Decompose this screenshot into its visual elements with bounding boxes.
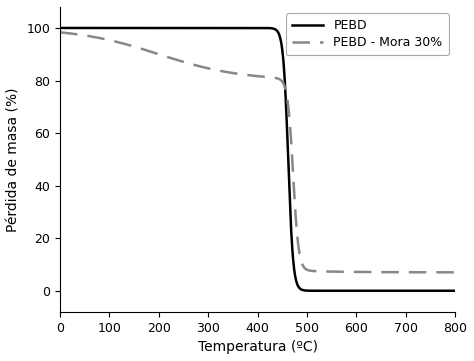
Line: PEBD: PEBD [60,28,455,291]
PEBD [126,26,131,30]
PEBD - Mora 30% [445,270,450,274]
PEBD - Mora 30% [209,67,214,71]
PEBD [102,26,108,30]
PEBD - Mora 30% [102,37,108,42]
PEBD [402,288,408,293]
PEBD - Mora 30% [126,43,131,47]
Legend: PEBD, PEBD - Mora 30%: PEBD, PEBD - Mora 30% [286,13,449,56]
PEBD [452,288,458,293]
Line: PEBD - Mora 30%: PEBD - Mora 30% [60,32,455,272]
PEBD - Mora 30% [452,270,458,274]
PEBD [57,26,63,30]
PEBD - Mora 30% [57,30,63,35]
PEBD [445,288,450,293]
X-axis label: Temperatura (ºC): Temperatura (ºC) [198,340,318,354]
PEBD - Mora 30% [402,270,408,274]
PEBD - Mora 30% [226,70,231,75]
PEBD [226,26,231,30]
PEBD [209,26,214,30]
Y-axis label: Pérdida de masa (%): Pérdida de masa (%) [7,87,21,232]
